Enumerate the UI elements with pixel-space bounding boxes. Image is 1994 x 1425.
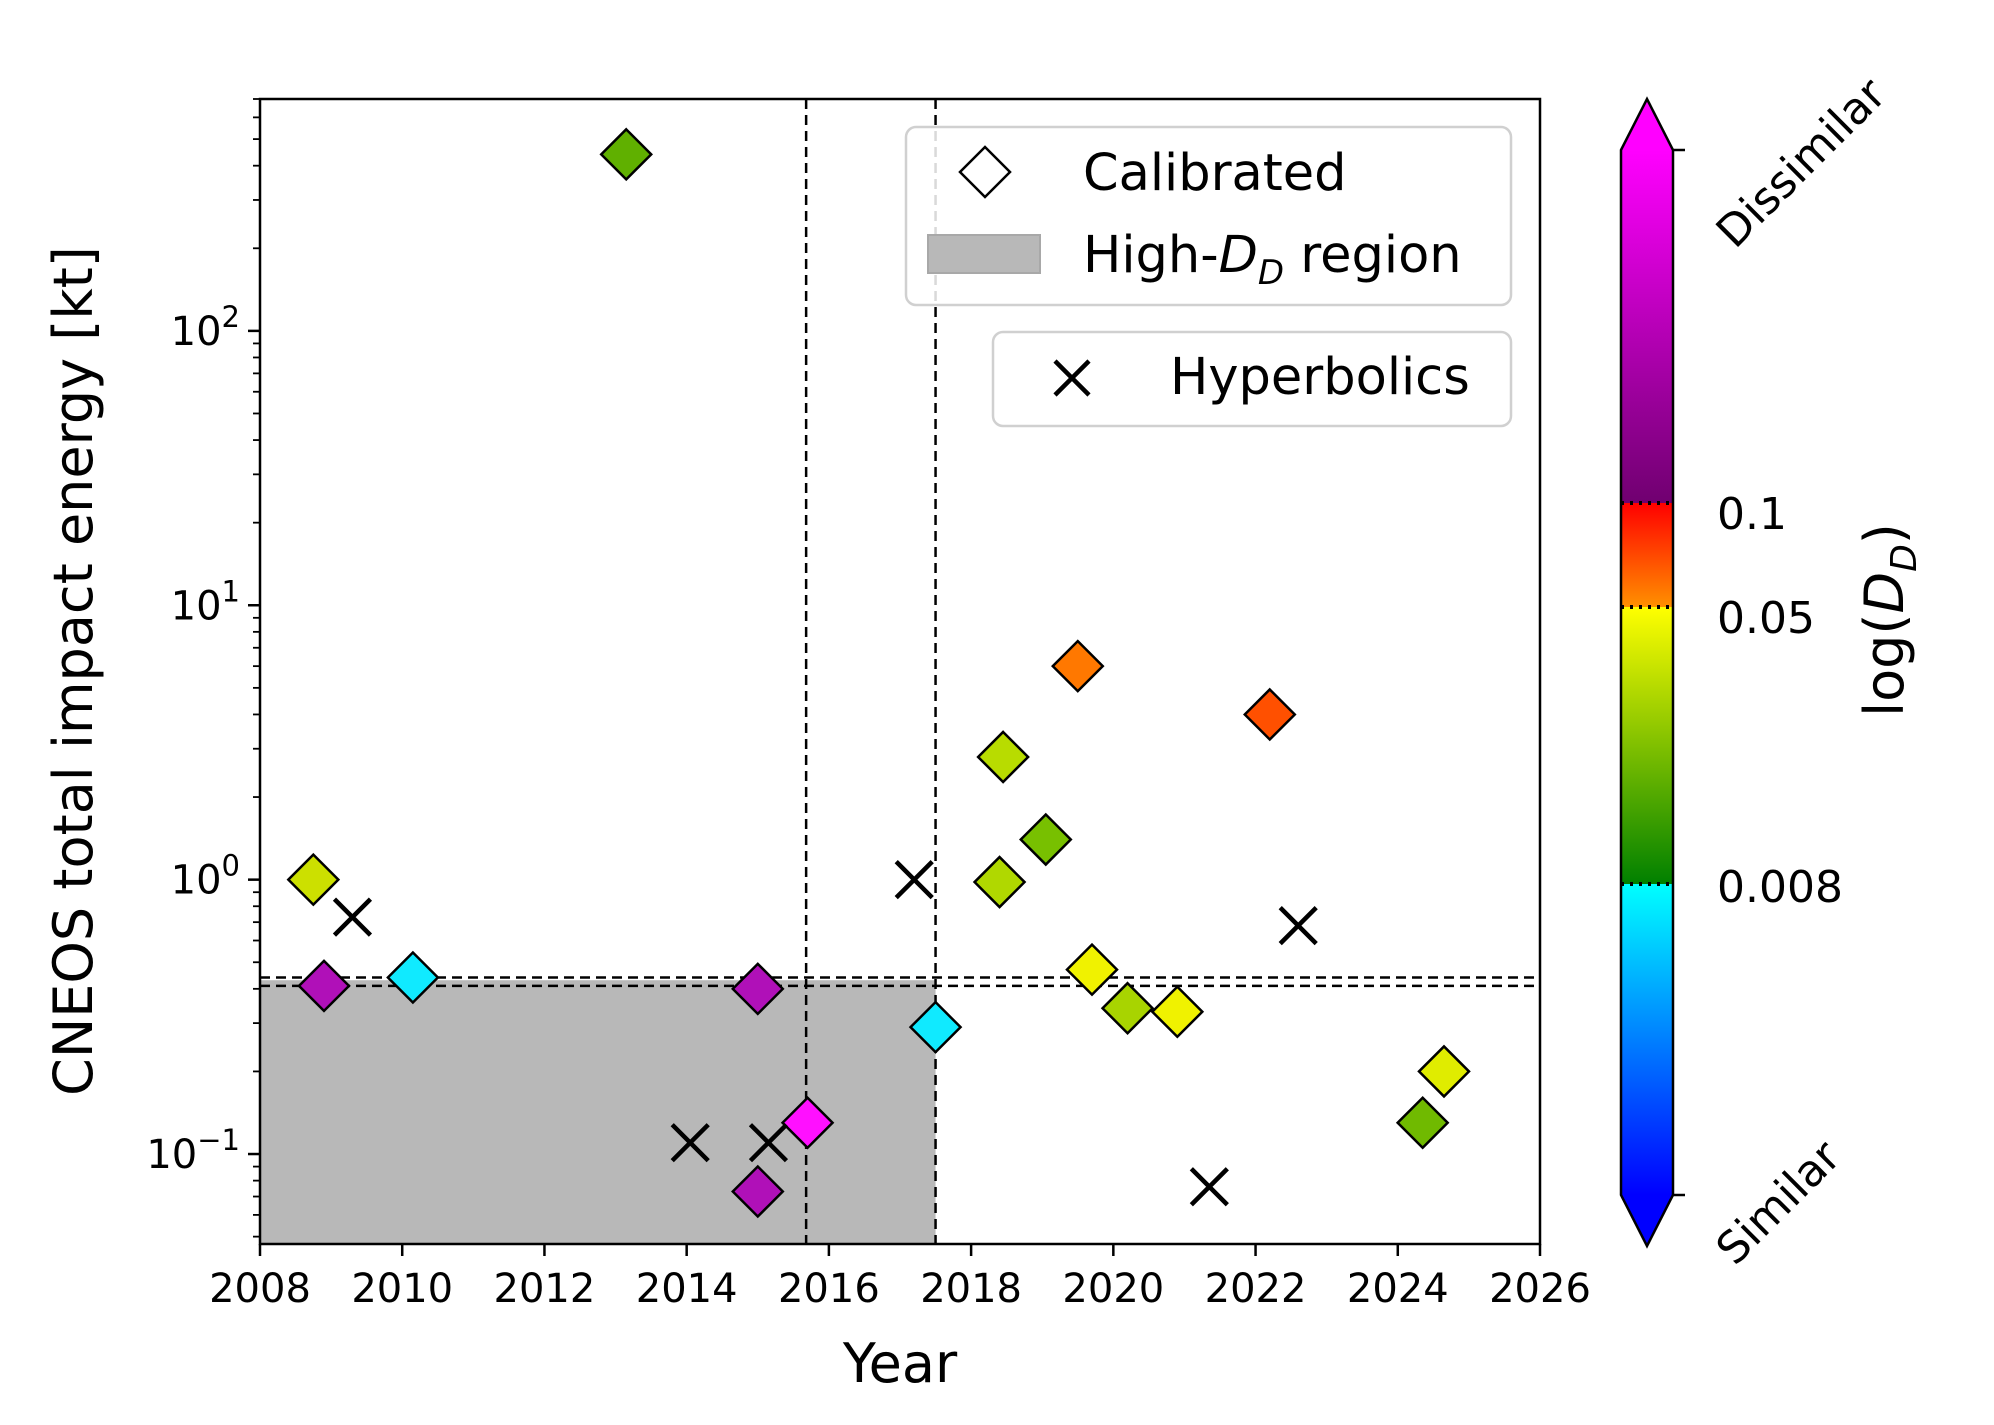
calibrated-point-17 [1417,1044,1471,1099]
legend-hyperbolics-box [991,330,1513,428]
colorbar-tick-label-2: 0.05 [1717,593,1815,644]
y-tick-label-0: 10−1 [146,1123,240,1178]
x-tick-label-5: 2018 [920,1266,1022,1312]
legend-hyperbolics-label: Hyperbolics [1170,348,1470,407]
y-tick-label-2: 101 [171,574,240,629]
legend-hyperbolics: Hyperbolics [991,330,1513,428]
calibrated-point-3 [599,127,653,182]
hyperbolic-point-0 [332,897,373,937]
calibrated-point-2 [386,950,440,1005]
calibrated-point-15 [1243,687,1297,742]
x-tick-label-2: 2012 [494,1266,596,1312]
hyperbolic-point-3 [894,860,934,900]
y-axis-title: CNEOS total impact energy [kt] [42,246,105,1096]
x-axis-title: Year [842,1332,958,1395]
calibrated-point-12 [1065,942,1119,997]
legend-main-box [904,125,1513,307]
y-tick-label-3: 102 [171,300,240,355]
legend-diamond-icon [958,145,1012,199]
colorbar-red-band [1621,503,1673,607]
hyperbolic-point-1 [670,1123,710,1163]
calibrated-point-8 [972,855,1027,909]
calibrated-point-0 [286,852,341,907]
calibrated-point-7 [908,1000,963,1054]
x-tick-label-3: 2014 [636,1266,738,1312]
colorbar-title: log(DD) [1853,523,1925,717]
x-tick-label-7: 2022 [1205,1266,1307,1312]
legend-main: Calibrated High-DD region [904,125,1513,307]
x-tick-label-9: 2026 [1489,1266,1591,1312]
calibrated-point-1 [297,959,351,1013]
x-tick-label-8: 2024 [1347,1266,1449,1312]
legend-calibrated-label: Calibrated [1083,144,1347,203]
calibrated-point-5 [731,1164,785,1219]
hyperbolic-point-5 [1278,906,1318,946]
plot-frame [258,97,1542,1246]
calibrated-point-4 [731,962,785,1016]
calibrated-point-9 [976,730,1030,784]
colorbar-tick-label-1: 0.1 [1717,489,1787,540]
colorbar-green-band [1621,607,1673,884]
x-tick-label-1: 2010 [351,1266,453,1312]
calibrated-point-6 [780,1096,835,1150]
x-tick-label-6: 2020 [1062,1266,1164,1312]
colorbar-top-extend [1621,99,1673,150]
x-tick-label-0: 2008 [209,1266,311,1312]
legend-region-swatch [927,234,1041,274]
colorbar-tick-label-3: 0.008 [1717,862,1843,913]
colorbar-bottom-label: Similar [1707,1130,1852,1275]
calibrated-point-11 [1051,639,1105,693]
x-tick-label-4: 2016 [778,1266,880,1312]
calibrated-point-16 [1395,1096,1450,1150]
calibrated-point-13 [1100,981,1155,1035]
colorbar-purple-band [1621,150,1673,503]
colorbar-top-label: Dissimilar [1707,68,1897,258]
y-tick-label-1: 100 [171,849,240,904]
colorbar-blue-band [1621,884,1673,1195]
hyperbolic-point-2 [748,1123,789,1163]
high-dd-region [260,980,936,1244]
colorbar-bottom-extend [1621,1195,1673,1246]
calibrated-point-10 [1019,812,1073,867]
colorbar: 0.1 0.05 0.008 Dissimilar Similar log(DD… [1619,68,1925,1275]
hyperbolic-point-4 [1189,1167,1229,1207]
legend-x-icon [1053,359,1091,397]
legend-region-label: High-DD region [1083,226,1462,293]
calibrated-point-14 [1150,984,1205,1039]
